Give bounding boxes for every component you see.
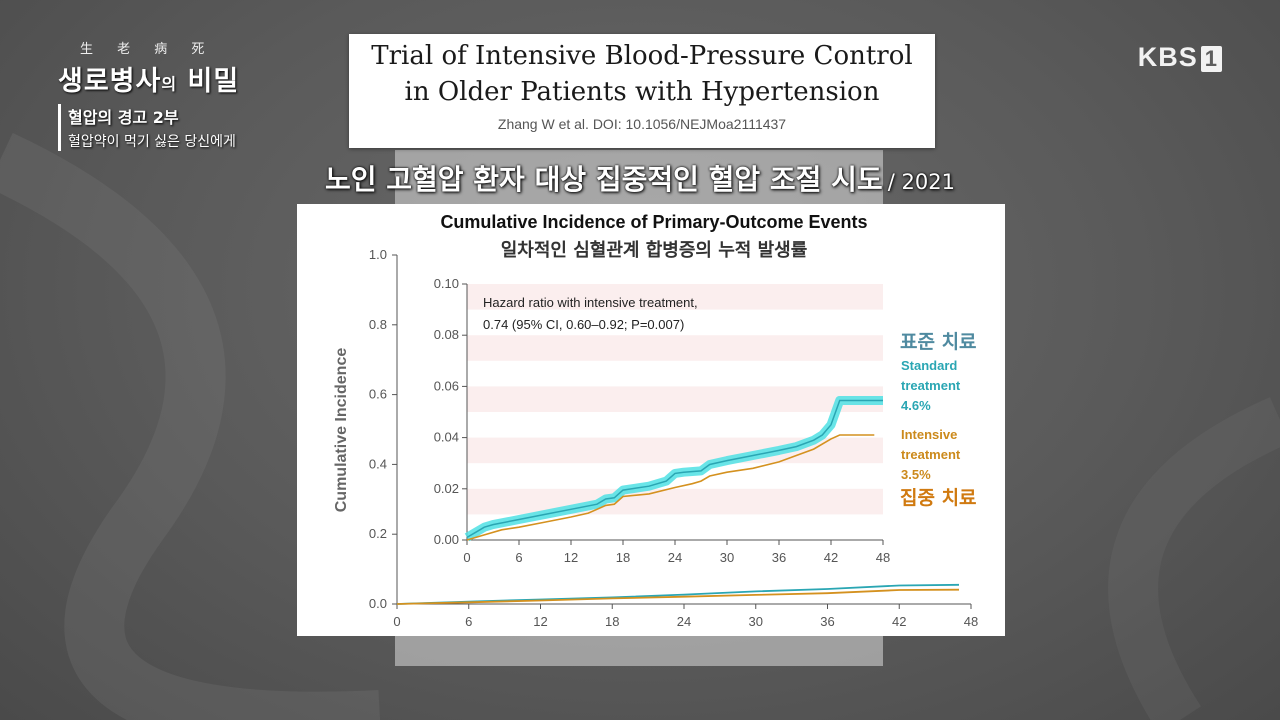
intensive-treatment-label: Intensive [901, 427, 957, 442]
cumulative-incidence-chart: Cumulative Incidence of Primary-Outcome … [333, 212, 978, 629]
inset-x-tick-label: 24 [668, 550, 682, 565]
inset-series-standard [466, 399, 883, 539]
inset-y-tick-label: 0.10 [434, 276, 459, 291]
inset-y-tick-label: 0.02 [434, 481, 459, 496]
inset-chart: 0.00 0.02 0.04 0.06 0.08 0.10 0 6 12 18 24 30 36 42 48… [434, 276, 909, 565]
inset-x-tick-label: 30 [720, 550, 734, 565]
program-subtitle: 혈압의 경고 2부 혈압약이 먹기 싫은 당신에게 [58, 104, 239, 151]
outer-y-tick-label: 0.8 [369, 317, 387, 332]
program-hanja: 生 老 病 死 [80, 42, 215, 57]
episode-subtitle: 혈압약이 먹기 싫은 당신에게 [68, 134, 236, 150]
inset-x-tick-label: 6 [515, 550, 522, 565]
intensive-treatment-label: treatment [901, 447, 961, 462]
inset-y-tick-label: 0.04 [434, 430, 459, 445]
inset-y-tick-label: 0.00 [434, 532, 459, 547]
inset-y-tick-label: 0.06 [434, 378, 459, 393]
outer-y-tick-label: 0.2 [369, 526, 387, 541]
outer-x-tick-label: 48 [964, 614, 978, 629]
inset-y-tick-label: 0.08 [434, 327, 459, 342]
inset-x-tick-label: 18 [616, 550, 630, 565]
caption-main: 노인 고혈압 환자 대상 집중적인 혈압 조절 시도 [325, 163, 883, 196]
standard-treatment-label: 4.6% [901, 398, 931, 413]
paper-title-line1: Trial of Intensive Blood-Pressure Contro… [371, 41, 913, 71]
standard-treatment-label: treatment [901, 378, 961, 393]
inset-x-tick-label: 42 [824, 550, 838, 565]
outer-x-tick-label: 30 [749, 614, 763, 629]
outer-y-tick-label: 0.4 [369, 456, 387, 471]
inset-grid-band [467, 284, 883, 310]
outer-x-tick-label: 42 [892, 614, 906, 629]
paper-title-card: Trial of Intensive Blood-Pressure Contro… [349, 34, 935, 148]
chart-title: Cumulative Incidence of Primary-Outcome … [440, 212, 867, 232]
outer-x-tick-label: 6 [465, 614, 472, 629]
outer-y-tick-label: 0.6 [369, 387, 387, 402]
outer-x-tick-label: 24 [677, 614, 691, 629]
paper-reference: Zhang W et al. DOI: 10.1056/NEJMoa211143… [497, 116, 787, 132]
inset-grid-band [467, 437, 883, 464]
chart-subtitle: 일차적인 심혈관계 합병증의 누적 발생률 [501, 239, 808, 261]
caption-subtitle: 노인 고혈압 환자 대상 집중적인 혈압 조절 시도 / 2021 [0, 158, 1280, 198]
chart-card: Cumulative Incidence of Primary-Outcome … [297, 204, 1005, 636]
program-title-overlay: 生 老 病 死 생로병사의 비밀 혈압의 경고 2부 혈압약이 먹기 싫은 당신… [58, 38, 239, 151]
inset-series-intensive [466, 434, 875, 541]
inset-x-tick-label: 0 [463, 550, 470, 565]
intensive-treatment-korean-label: 집중 치료 [900, 487, 977, 509]
outer-y-tick-label: 1.0 [369, 247, 387, 262]
outer-x-tick-label: 12 [533, 614, 547, 629]
inset-x-tick-label: 12 [564, 550, 578, 565]
hazard-ratio-annotation-line2: 0.74 (95% CI, 0.60–0.92; P=0.007) [483, 317, 684, 332]
inset-grid-band [467, 386, 883, 412]
inset-x-tick-label: 36 [772, 550, 786, 565]
caption-year: / 2021 [887, 170, 955, 194]
hazard-ratio-annotation-line1: Hazard ratio with intensive treatment, [483, 295, 698, 310]
inset-x-tick-label: 48 [876, 550, 890, 565]
standard-treatment-label: Standard [901, 358, 957, 373]
standard-treatment-korean-label: 표준 치료 [900, 331, 977, 353]
outer-x-tick-label: 36 [820, 614, 834, 629]
outer-x-tick-label: 0 [393, 614, 400, 629]
episode-label: 혈압의 경고 2부 [68, 108, 179, 127]
outer-y-tick-label: 0.0 [369, 596, 387, 611]
y-axis-label: Cumulative Incidence [333, 348, 350, 513]
inset-grid-band [467, 335, 883, 361]
intensive-treatment-label: 3.5% [901, 467, 931, 482]
outer-x-tick-label: 18 [605, 614, 619, 629]
broadcaster-logo: KBS 1 [1138, 42, 1222, 73]
outer-series-intensive [396, 588, 960, 605]
program-title: 생로병사의 비밀 [58, 66, 240, 97]
inset-grid-band [467, 488, 883, 515]
paper-title-line2: in Older Patients with Hypertension [404, 77, 880, 107]
